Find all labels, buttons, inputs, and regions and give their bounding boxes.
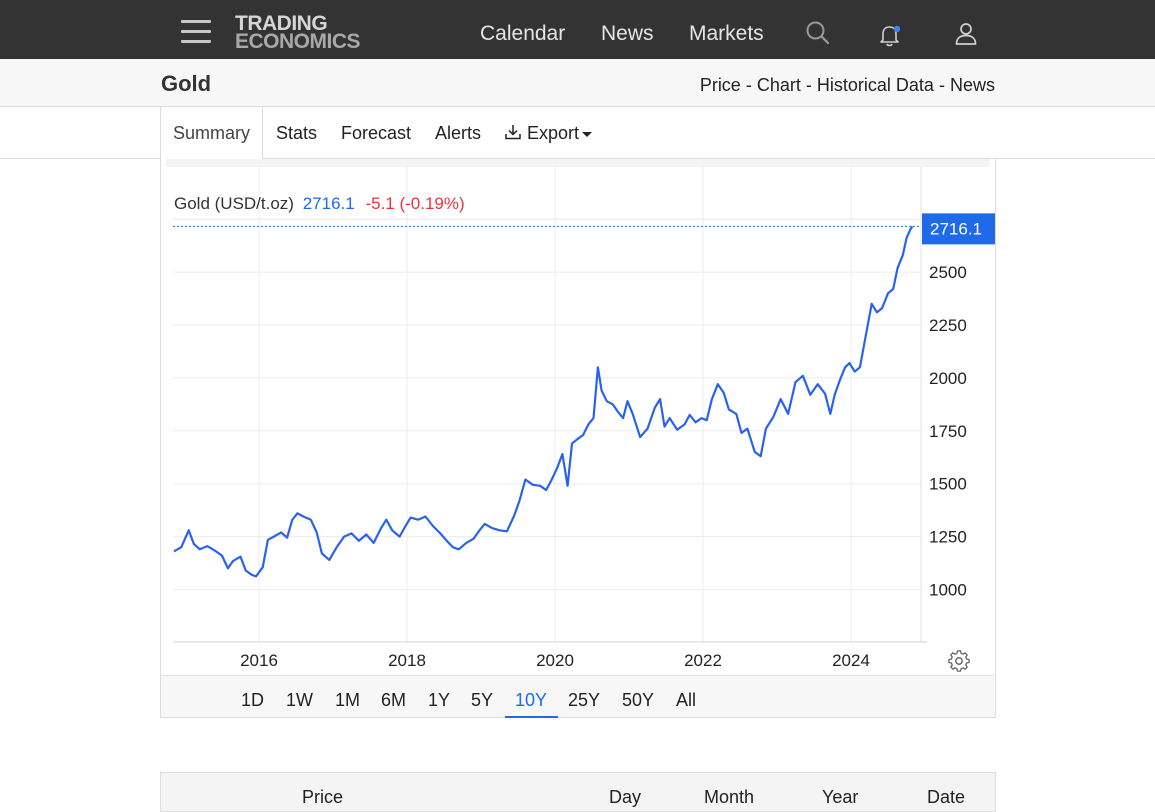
x-gridlines — [258, 167, 852, 642]
range-1w[interactable]: 1W — [286, 690, 313, 710]
breadcrumb-separator: - — [805, 75, 812, 95]
breadcrumb-price[interactable]: Price — [699, 75, 741, 95]
site-logo[interactable]: TRADING ECONOMICS — [235, 12, 361, 53]
gear-icon[interactable] — [948, 650, 970, 672]
tab-alerts[interactable]: Alerts — [435, 123, 482, 143]
column-header-month: Month — [704, 787, 755, 807]
range-6m[interactable]: 6M — [381, 690, 407, 710]
table-header: Price Day Month Year Date — [160, 772, 996, 812]
column-header-year: Year — [822, 787, 859, 807]
export-label: Export — [527, 123, 580, 143]
page-title: Gold — [161, 71, 212, 96]
chart-panel: 10001250150017502000225025002750 2016201… — [160, 159, 996, 718]
x-tick-label: 2022 — [684, 651, 722, 670]
tab-export[interactable]: Export — [504, 107, 593, 159]
range-5y[interactable]: 5Y — [471, 690, 494, 710]
last-price-badge-bg — [922, 213, 995, 245]
x-tick-labels: 2016 2018 2020 2022 2024 — [240, 651, 870, 670]
top-navbar: TRADING ECONOMICS Calendar News Markets — [0, 0, 1155, 59]
series-line — [173, 225, 914, 578]
range-selector: 1D 1W 1M 6M 1Y 5Y 10Y 25Y 50Y All — [161, 675, 995, 718]
breadcrumb-news[interactable]: News — [949, 75, 995, 95]
range-10y[interactable]: 10Y — [515, 690, 548, 710]
search-icon[interactable] — [805, 20, 831, 46]
range-25y[interactable]: 25Y — [568, 690, 601, 710]
breadcrumb-separator: - — [938, 75, 945, 95]
logo-line-trading: TRADING — [235, 12, 328, 35]
range-1d[interactable]: 1D — [241, 690, 265, 710]
nav-link-markets[interactable]: Markets — [689, 22, 764, 45]
x-tick-label: 2018 — [388, 651, 426, 670]
y-tick-labels: 10001250150017502000225025002750 — [929, 210, 967, 599]
last-price-badge: 2716.1 — [922, 213, 995, 245]
download-icon — [505, 125, 521, 140]
last-price-badge-label: 2716.1 — [930, 219, 982, 238]
y-tick-label: 1000 — [929, 581, 967, 600]
breadcrumb: Price - Chart - Historical Data - News — [700, 75, 995, 96]
y-tick-label: 1500 — [929, 475, 967, 494]
range-50y[interactable]: 50Y — [622, 690, 655, 710]
y-gridlines — [173, 218, 921, 590]
last-price: 2716.1 — [302, 194, 355, 213]
breadcrumb-separator: - — [745, 75, 752, 95]
x-tick-label: 2020 — [536, 651, 574, 670]
nav-link-news[interactable]: News — [601, 22, 654, 45]
bell-icon[interactable] — [877, 22, 903, 48]
x-tick-label: 2016 — [240, 651, 278, 670]
logo-line-economics: ECONOMICS — [235, 30, 361, 53]
y-tick-label: 2250 — [929, 316, 967, 335]
instrument-name: Gold (USD/t.oz) — [174, 194, 294, 213]
column-header-day: Day — [609, 787, 642, 807]
price-chart[interactable]: 10001250150017502000225025002750 2016201… — [161, 159, 995, 675]
tab-summary[interactable]: Summary — [160, 107, 263, 160]
panel-top-strip — [166, 159, 990, 167]
x-tick-label: 2024 — [832, 651, 870, 670]
price-change: -5.1 (-0.19%) — [365, 194, 465, 213]
y-tick-label: 1750 — [929, 422, 967, 441]
active-range-indicator — [505, 716, 558, 718]
chevron-down-icon — [582, 131, 593, 137]
tab-forecast[interactable]: Forecast — [341, 123, 412, 143]
user-icon[interactable] — [954, 21, 978, 47]
tab-stats[interactable]: Stats — [276, 123, 318, 143]
range-1y[interactable]: 1Y — [428, 690, 451, 710]
range-1m[interactable]: 1M — [335, 690, 361, 710]
column-header-date: Date — [927, 787, 966, 807]
column-header-price: Price — [302, 787, 344, 807]
y-tick-label: 2500 — [929, 263, 967, 282]
range-all[interactable]: All — [676, 690, 697, 710]
breadcrumb-historical-data[interactable]: Historical Data — [816, 75, 934, 95]
menu-icon[interactable] — [181, 20, 211, 44]
tab-bar: Summary Stats Forecast Alerts Export — [0, 107, 1155, 160]
y-tick-label: 2000 — [929, 369, 967, 388]
y-tick-label: 1250 — [929, 528, 967, 547]
nav-link-calendar[interactable]: Calendar — [480, 22, 566, 45]
breadcrumb-chart[interactable]: Chart — [756, 75, 801, 95]
chart-header: Gold (USD/t.oz) 2716.1 -5.1 (-0.19%) — [174, 194, 465, 214]
title-bar: Gold Price - Chart - Historical Data - N… — [0, 59, 1155, 107]
